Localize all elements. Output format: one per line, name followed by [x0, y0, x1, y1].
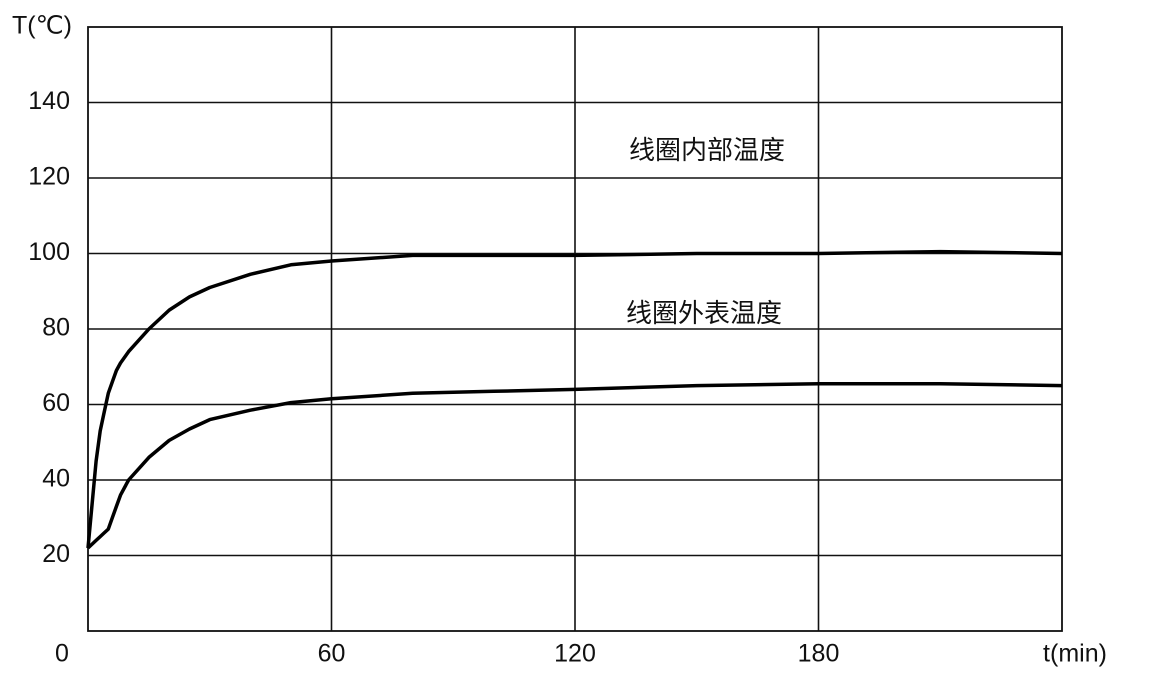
x-tick-label: 0	[55, 640, 69, 668]
data-line	[86, 381, 1063, 550]
series-label: 线圈外表温度	[626, 298, 782, 328]
y-axis-label: T(℃)	[12, 12, 72, 40]
x-axis-label: t(min)	[1043, 640, 1107, 668]
y-tick-label: 20	[42, 540, 70, 568]
plot-frame	[87, 26, 1063, 632]
x-tick-label: 60	[318, 640, 346, 668]
y-tick-label: 120	[28, 163, 70, 191]
data-line	[86, 249, 1063, 549]
y-tick-label: 100	[28, 238, 70, 266]
y-tick-label: 140	[28, 87, 70, 115]
series-label: 线圈内部温度	[629, 135, 785, 165]
y-tick-label: 40	[42, 465, 70, 493]
y-tick-label: 60	[42, 389, 70, 417]
x-tick-label: 120	[554, 640, 596, 668]
x-tick-label: 180	[798, 640, 840, 668]
y-tick-label: 80	[42, 314, 70, 342]
